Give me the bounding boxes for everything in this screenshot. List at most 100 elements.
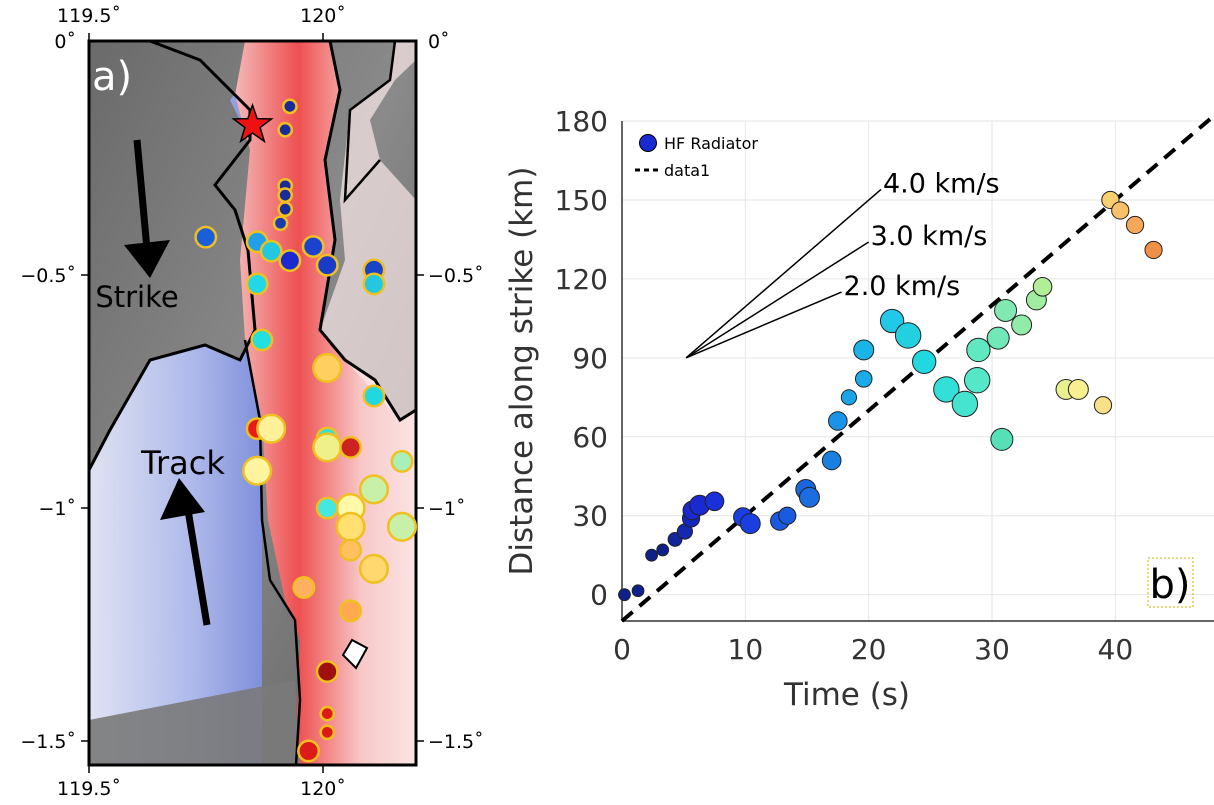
eastern-coastline — [318, 40, 417, 423]
x-tick-label: 30 — [974, 633, 1010, 666]
legend-label-data1: data1 — [664, 161, 710, 180]
hf-radiator-points — [618, 190, 1163, 602]
velocity-line — [685, 241, 870, 359]
map-radiator-dot — [339, 599, 363, 623]
left-lat-tick: 0˚ — [54, 31, 76, 53]
map-radiator-dot — [277, 187, 294, 203]
x-tick-label: 0 — [613, 633, 631, 666]
map-tick-labels: 119.5˚ 120˚ 119.5˚ 120˚ 0˚ −0.5˚ −1˚ −1.… — [20, 5, 483, 800]
hf-radiator-point — [853, 339, 875, 361]
hf-radiator-point — [894, 322, 922, 349]
hf-radiator-point — [966, 337, 991, 363]
x-axis-label: Time (s) — [783, 677, 910, 713]
hf-radiator-point — [879, 308, 905, 334]
x-tick-label: 40 — [1098, 633, 1134, 666]
hf-radiator-point — [990, 427, 1014, 451]
map-radiator-dot — [362, 272, 386, 296]
map-radiator-dot — [315, 660, 339, 684]
hf-radiator-point — [631, 584, 645, 598]
hf-radiator-point — [1032, 276, 1053, 297]
hf-radiator-point — [798, 486, 820, 508]
hf-radiator-point — [986, 326, 1010, 350]
hf-radiator-point — [1067, 378, 1089, 400]
map-radiator-dot — [259, 239, 283, 263]
map-radiator-dot — [339, 538, 363, 562]
hf-radiator-point — [656, 543, 670, 557]
velocity-label: 2.0 km/s — [844, 271, 961, 302]
hf-radiator-point — [1011, 314, 1033, 336]
map-radiator-dot — [319, 724, 336, 741]
hf-radiator-point — [964, 367, 991, 394]
map-radiator-dot — [301, 235, 325, 258]
map-radiator-dot — [256, 413, 287, 444]
legend-label-hf-radiator: HF Radiator — [664, 134, 758, 153]
hf-radiator-point — [1125, 215, 1145, 235]
hf-radiator-point — [645, 548, 658, 562]
top-lon-tick: 120˚ — [300, 5, 346, 27]
strike-arrow-shaft — [133, 139, 152, 261]
track-label: Track — [140, 444, 225, 482]
map-radiator-dot — [315, 496, 339, 520]
map-radiator-dot — [358, 474, 390, 505]
map-panel: Strike Track a) 119.5˚ 120˚ 119.5˚ 120˚ … — [20, 5, 483, 800]
left-lat-tick: −0.5˚ — [20, 265, 76, 287]
hf-radiator-point — [1093, 396, 1113, 415]
panel-b-label-box — [1147, 557, 1194, 608]
bottom-lon-tick: 120˚ — [300, 778, 346, 800]
right-lat-tick: −1˚ — [428, 498, 466, 520]
velocity-line — [685, 188, 882, 359]
y-tick-label: 120 — [555, 263, 608, 296]
map-radiator-dot — [312, 432, 343, 463]
velocity-line — [685, 291, 842, 359]
map-radiator-dot — [282, 98, 298, 115]
hf-radiator-point — [1144, 240, 1163, 260]
right-lat-tick: 0˚ — [428, 31, 450, 53]
hf-radiator-point — [618, 588, 631, 602]
left-lat-tick: −1.5˚ — [20, 731, 76, 753]
strike-arrow-head — [124, 240, 170, 278]
map-radiator-dot — [319, 705, 336, 722]
relief-patch — [89, 680, 300, 765]
hf-radiator-point — [911, 349, 937, 374]
map-radiator-dot — [315, 253, 339, 277]
y-tick-label: 30 — [572, 500, 608, 533]
map-radiator-dot — [272, 215, 289, 232]
legend-marker-hf-radiator — [639, 134, 657, 152]
track-arrow-head — [160, 478, 205, 520]
hf-radiator-point — [840, 389, 858, 406]
x-tick-label: 10 — [728, 633, 764, 666]
y-tick-label: 0 — [590, 579, 608, 612]
map-radiator-dot — [362, 384, 386, 408]
y-tick-label: 180 — [555, 105, 608, 138]
map-ticks — [81, 33, 424, 773]
map-radiator-dots — [194, 98, 418, 763]
bottom-lon-tick: 119.5˚ — [57, 778, 121, 800]
map-radiator-dot — [245, 272, 269, 296]
panel-b-label: b) — [1150, 562, 1191, 608]
map-radiator-dot — [250, 328, 274, 352]
map-frame — [87, 39, 418, 767]
y-tick-label: 60 — [572, 421, 608, 454]
y-tick-label: 150 — [555, 184, 608, 217]
epicenter-star — [231, 102, 274, 144]
y-tick-label: 90 — [572, 342, 608, 375]
hf-radiator-point — [778, 506, 797, 525]
track-arrow-shaft — [184, 509, 211, 626]
x-tick-labels: 0 10 20 30 40 — [613, 633, 1133, 666]
velocity-label: 4.0 km/s — [883, 168, 1000, 199]
small-island — [341, 638, 369, 670]
chart-panel: 0 10 20 30 40 0 30 60 90 120 150 180 4.0 km/s 3.0 k… — [504, 105, 1214, 713]
y-tick-labels: 0 30 60 90 120 150 180 — [555, 105, 608, 612]
velocity-fan: 4.0 km/s 3.0 km/s 2.0 km/s — [685, 168, 1000, 359]
map-radiator-dot — [358, 553, 390, 584]
hf-radiator-point — [951, 390, 979, 418]
map-radiator-dot — [278, 249, 302, 272]
map-radiator-dot — [312, 352, 343, 384]
top-lon-tick: 119.5˚ — [57, 5, 121, 27]
map-radiator-dot — [335, 511, 366, 542]
hf-radiator-point — [854, 370, 873, 388]
hf-radiator-point — [739, 513, 761, 535]
eastern-red-region — [320, 41, 416, 420]
map-radiator-dot — [194, 225, 218, 249]
map-radiator-dot — [277, 121, 294, 138]
